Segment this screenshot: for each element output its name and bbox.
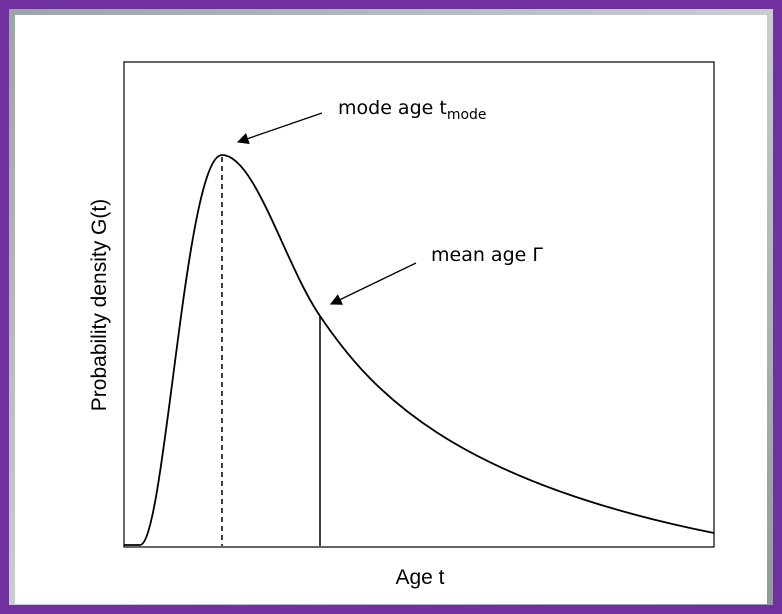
page: {"annotations": [{"text": "mode age t", … — [0, 0, 782, 614]
slide: mode age tmode mean age Γ Probability de… — [0, 0, 782, 614]
mode-text: mode age t — [338, 97, 447, 119]
mean-annotation: mean age Γ — [431, 244, 543, 266]
x-axis-label: Age t — [395, 566, 444, 589]
y-axis-label: Probability density G(t) — [88, 199, 111, 411]
mode-subscript: mode — [447, 107, 487, 123]
